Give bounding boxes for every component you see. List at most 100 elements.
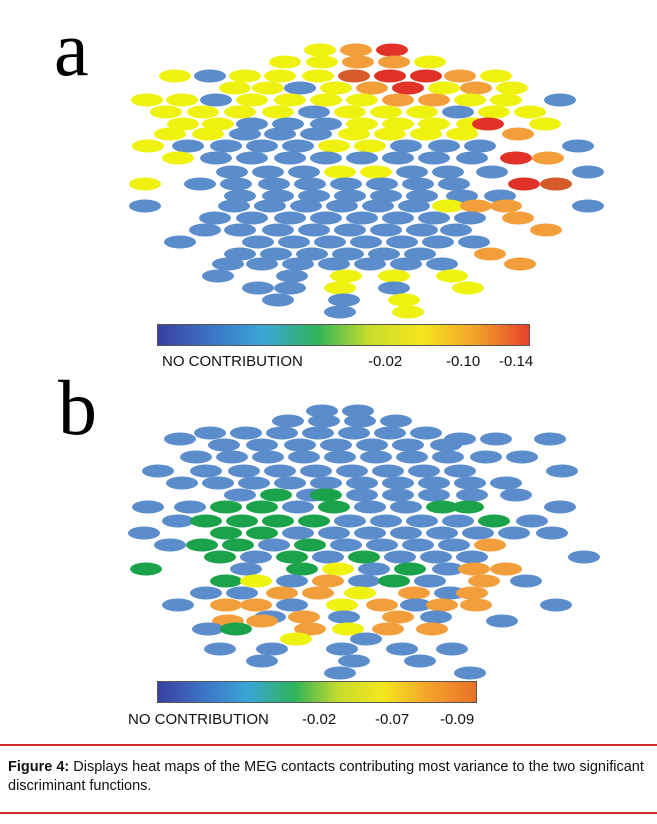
meg-sensor [294,177,326,191]
meg-sensor [154,538,186,552]
meg-sensor [502,211,534,225]
meg-sensor [222,538,254,552]
meg-sensor [294,622,326,636]
colorbar-b-label-1: -0.02 [302,711,337,728]
meg-sensor [418,488,450,502]
meg-sensor [260,247,292,261]
meg-sensor [320,81,352,95]
meg-sensor [462,526,494,540]
meg-sensor [164,235,196,249]
meg-sensor [326,199,358,213]
panel-a: a NO CONTRIBUTION -0.02 -0.10 -0.14 [0,0,657,375]
meg-sensor [350,632,382,646]
meg-sensor [240,598,272,612]
meg-sensor [310,117,342,131]
colorbar-a-label-3: -0.14 [499,353,534,370]
meg-sensor [544,500,576,514]
meg-sensor [324,165,356,179]
meg-sensor [164,432,196,446]
meg-sensor [310,93,342,107]
meg-sensor [438,177,470,191]
meg-sensor [266,426,298,440]
meg-sensor [468,574,500,588]
meg-sensor [128,526,160,540]
meg-sensor [490,199,522,213]
colorbar-a-label-1: -0.02 [368,353,403,370]
meg-sensor [204,550,236,564]
meg-sensor [432,562,464,576]
meg-sensor [300,127,332,141]
meg-sensor [282,139,314,153]
meg-sensor [276,574,308,588]
meg-sensor [166,476,198,490]
meg-sensor [324,281,356,295]
colorbar-a [157,324,530,346]
meg-sensor [410,69,442,83]
panel-a-letter: a [54,5,89,92]
meg-sensor [246,500,278,514]
meg-sensor [508,177,540,191]
meg-sensor [236,151,268,165]
meg-sensor [300,464,332,478]
meg-sensor [378,574,410,588]
meg-sensor [272,117,304,131]
meg-sensor [392,81,424,95]
meg-sensor [444,69,476,83]
meg-sensor [386,642,418,656]
meg-sensor [382,151,414,165]
meg-sensor [342,404,374,418]
meg-sensor [276,598,308,612]
meg-sensor [336,464,368,478]
meg-sensor [330,538,362,552]
meg-sensor [420,610,452,624]
meg-sensor [278,235,310,249]
meg-sensor [416,622,448,636]
meg-sensor [426,598,458,612]
meg-sensor [460,199,492,213]
panel-b-letter: b [58,364,97,451]
meg-sensor [426,526,458,540]
meg-sensor [224,189,256,203]
meg-sensor [210,526,242,540]
meg-sensor [540,598,572,612]
meg-sensor [302,426,334,440]
meg-sensor [460,598,492,612]
meg-sensor [434,586,466,600]
meg-sensor [200,151,232,165]
meg-sensor [276,269,308,283]
meg-sensor [262,189,294,203]
meg-sensor [220,622,252,636]
meg-sensor [474,538,506,552]
meg-sensor [432,165,464,179]
meg-sensor [430,438,462,452]
meg-sensor [529,117,561,131]
meg-sensor [360,165,392,179]
meg-sensor [224,105,256,119]
meg-sensor [324,305,356,319]
meg-sensor [202,476,234,490]
meg-sensor [210,139,242,153]
meg-sensor [328,293,360,307]
meg-sensor [490,562,522,576]
meg-sensor [486,614,518,628]
meg-sensor [162,598,194,612]
meg-sensor [218,199,250,213]
meg-sensor [326,598,358,612]
meg-sensor [390,257,422,271]
meg-sensor [534,432,566,446]
colorbar-a-label-2: -0.10 [446,353,481,370]
meg-sensor [390,139,422,153]
meg-sensor [286,562,318,576]
meg-sensor [418,93,450,107]
meg-sensor [282,500,314,514]
meg-sensor [172,139,204,153]
meg-sensor [284,81,316,95]
meg-sensor [456,550,488,564]
meg-sensor [258,177,290,191]
meg-sensor [456,151,488,165]
meg-sensor [264,69,296,83]
meg-sensor [346,488,378,502]
meg-sensor [272,414,304,428]
meg-sensor [474,247,506,261]
meg-sensor [366,538,398,552]
